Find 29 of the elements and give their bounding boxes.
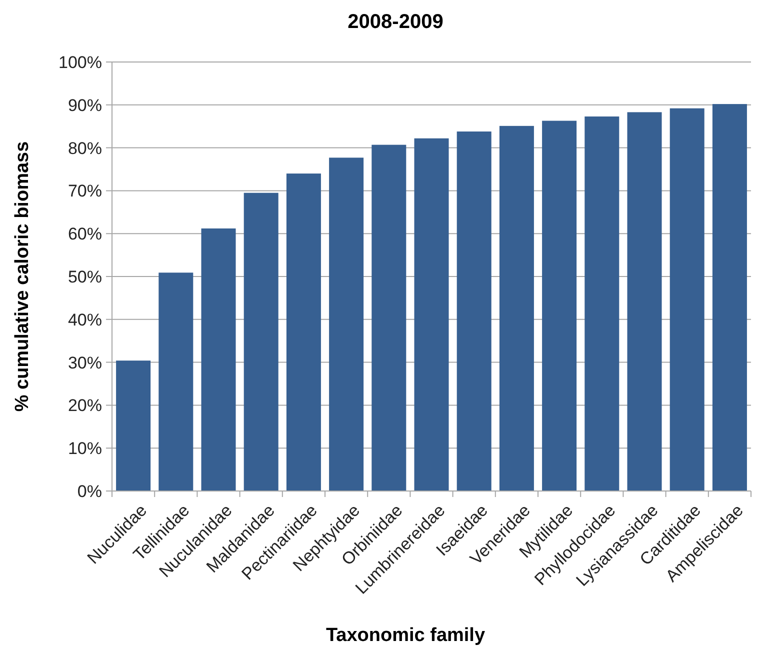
bar: [244, 192, 278, 491]
y-tick-label: 60%: [68, 224, 102, 244]
y-axis-title: % cumulative caloric biomass: [12, 141, 33, 412]
y-tick-label: 30%: [68, 353, 102, 372]
y-tick-label: 40%: [68, 310, 102, 330]
bar: [116, 360, 151, 491]
bar: [670, 108, 704, 491]
bar: [329, 158, 364, 491]
x-axis-title: Taxonomic family: [326, 625, 486, 646]
bar: [158, 272, 194, 491]
y-tick-label: 100%: [58, 52, 102, 72]
bar: [286, 174, 321, 491]
bar: [499, 126, 534, 491]
y-tick-label: 80%: [68, 138, 102, 158]
y-tick-label: 70%: [68, 182, 102, 201]
y-tick-label: 50%: [68, 267, 102, 286]
chart-title: 2008-2009: [348, 11, 444, 33]
bar: [712, 104, 747, 491]
bar: [414, 138, 449, 491]
y-tick-label: 0%: [77, 482, 102, 501]
bar: [627, 112, 662, 491]
y-tick-label: 90%: [68, 96, 102, 115]
bar: [584, 116, 620, 491]
y-tick-label: 10%: [68, 439, 102, 458]
y-tick-label: 20%: [68, 396, 102, 416]
bar: [201, 228, 236, 491]
bar: [456, 132, 492, 491]
bar: [542, 120, 577, 491]
bar: [372, 144, 406, 491]
